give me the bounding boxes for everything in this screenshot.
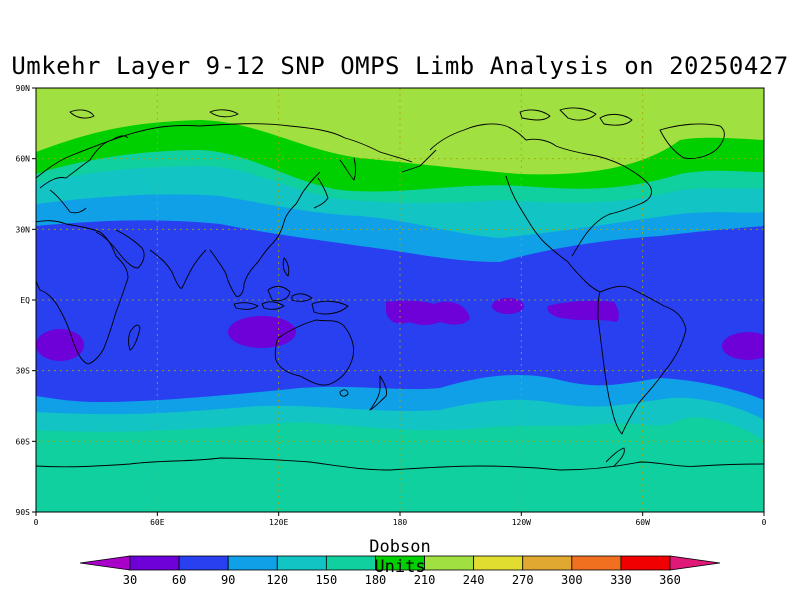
colorbar-segment [129, 555, 180, 571]
lat-tick-label: 60S [16, 437, 31, 446]
lon-tick-label: 60E [150, 518, 165, 527]
colorbar-level-label: 180 [365, 573, 387, 587]
lat-tick-label: 30N [16, 225, 31, 234]
colorbar-title: Dobson Units [369, 537, 431, 577]
lon-tick-label: 120E [269, 518, 288, 527]
colorbar-level-label: 120 [266, 573, 288, 587]
lon-tick-label: 0 [762, 518, 767, 527]
colorbar-segment [571, 555, 622, 571]
band-30-60 [722, 332, 764, 360]
lat-tick-label: 90S [16, 508, 31, 517]
colorbar-segment [620, 555, 671, 571]
band-30-60 [492, 298, 524, 314]
colorbar-level-label: 30 [123, 573, 137, 587]
lon-tick-label: 0 [34, 518, 39, 527]
colorbar: 30 60 90 120 150 180 210 240 270 300 330 360 [79, 555, 721, 587]
colorbar-level-label: 150 [316, 573, 338, 587]
lon-tick-label: 60W [635, 518, 650, 527]
colorbar-level-label: 270 [512, 573, 534, 587]
lat-tick-label: 30S [16, 367, 31, 376]
colorbar-level-label: 300 [561, 573, 583, 587]
band-30-60 [386, 300, 470, 325]
latitude-axis: 90N 60N 30N EQ 30S 60S 90S [16, 84, 36, 517]
colorbar-segment [276, 555, 327, 571]
colorbar-segment [227, 555, 278, 571]
ozone-field [36, 88, 764, 512]
colorbar-level-label: 60 [172, 573, 186, 587]
lat-tick-label: 60N [16, 155, 31, 164]
colorbar-segment [522, 555, 573, 571]
colorbar-level-label: 90 [221, 573, 235, 587]
colorbar-level-label: 330 [610, 573, 632, 587]
longitude-axis: 0 60E 120E 180 120W 60W 0 [34, 512, 767, 527]
lat-tick-label: EQ [20, 296, 30, 305]
band-30-60 [228, 316, 296, 348]
graticule [36, 88, 764, 512]
colorbar-underflow [79, 555, 131, 571]
colorbar-overflow [669, 555, 721, 571]
colorbar-level-label: 360 [659, 573, 681, 587]
lat-tick-label: 90N [16, 84, 31, 93]
lon-tick-label: 180 [393, 518, 408, 527]
band-30-60 [36, 329, 84, 361]
map-title: Umkehr Layer 9-12 SNP OMPS Limb Analysis… [11, 52, 789, 80]
coastlines [36, 107, 764, 471]
colorbar-segment [473, 555, 524, 571]
colorbar-level-label: 240 [463, 573, 485, 587]
colorbar-segment [178, 555, 229, 571]
colorbar-level-label: 210 [414, 573, 436, 587]
band-30-60 [547, 300, 619, 322]
lon-tick-label: 120W [512, 518, 531, 527]
